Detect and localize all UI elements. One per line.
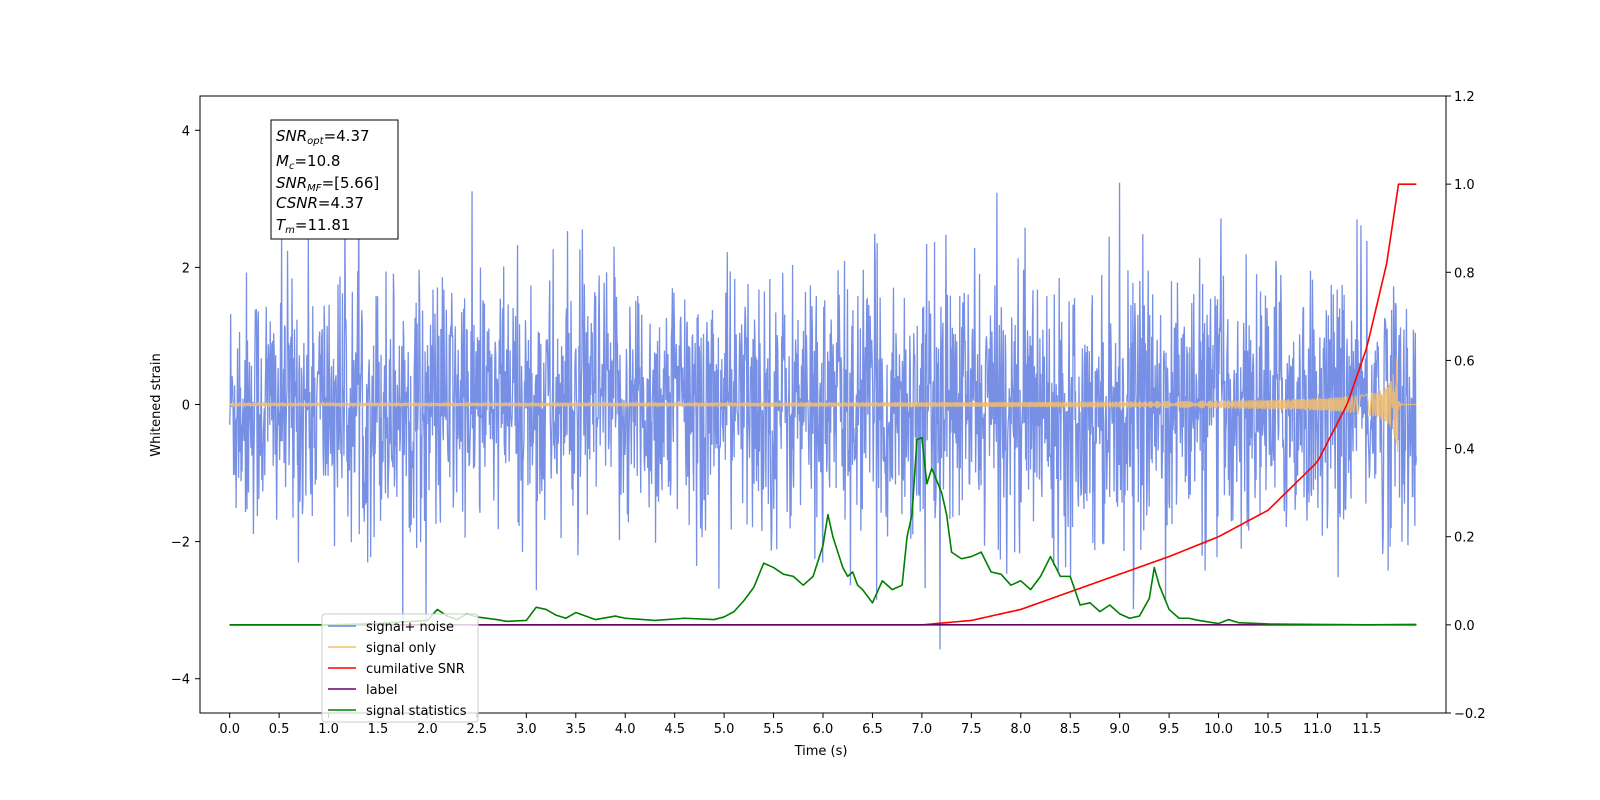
legend-label: signal only [366, 641, 436, 656]
annotation-snr-mf: SNRMF=[5.66] [276, 174, 379, 194]
y-tick-label-right: 0.2 [1454, 531, 1475, 546]
y-tick-label-right: 1.2 [1454, 90, 1475, 105]
x-tick-label: 9.5 [1159, 722, 1180, 737]
y-axis-label: Whitened strain [149, 353, 164, 456]
y-tick-label-right: 0.8 [1454, 266, 1475, 281]
x-tick-label: 4.5 [664, 722, 685, 737]
legend: signal+ noise signal only cumilative SNR la… [321, 613, 479, 723]
x-tick-label: 10.5 [1254, 722, 1283, 737]
x-tick-label: 7.0 [912, 722, 933, 737]
legend-label: label [366, 683, 397, 698]
x-tick-label: 0.5 [269, 722, 290, 737]
y-tick-label-right: 0.6 [1454, 354, 1475, 369]
x-tick-label: 7.5 [961, 722, 982, 737]
annotation-box: SNRopt=4.37 Mc=10.8 SNRMF=[5.66] CSNR=4.… [270, 119, 399, 240]
x-tick-label: 9.0 [1109, 722, 1130, 737]
series-layer [229, 156, 1417, 650]
x-tick-label: 2.0 [417, 722, 438, 737]
y-tick-label-left: 0 [182, 399, 190, 414]
series-signal-statistics [229, 436, 1417, 626]
legend-label: signal statistics [366, 704, 467, 719]
x-tick-label: 8.5 [1060, 722, 1081, 737]
legend-label: cumilative SNR [366, 662, 465, 677]
y-axis-left: 4 2 0 −2 −4 [171, 124, 200, 688]
series-signal-noise [229, 156, 1417, 650]
y-axis-right: 1.2 1.0 0.8 0.6 0.4 0.2 0.0 −0.2 [1446, 90, 1486, 722]
legend-label: signal+ noise [366, 620, 454, 635]
x-tick-label: 3.5 [565, 722, 586, 737]
series-signal-only [229, 357, 1417, 453]
x-tick-label: 2.5 [467, 722, 488, 737]
y-tick-label-right: 0.0 [1454, 619, 1475, 634]
x-axis: 0.0 0.5 1.0 1.5 2.0 2.5 3.0 3.5 4.0 4.5 5.0 5.5 6.0 6… [219, 713, 1381, 737]
annotation-tm: Tm=11.81 [276, 216, 350, 236]
x-tick-label: 11.0 [1303, 722, 1332, 737]
x-tick-label: 6.5 [862, 722, 883, 737]
x-axis-label: Time (s) [794, 744, 848, 759]
y-tick-label-left: −2 [171, 536, 190, 551]
x-tick-label: 10.0 [1204, 722, 1233, 737]
y-tick-label-left: 4 [182, 124, 190, 139]
y-tick-label-right: −0.2 [1454, 707, 1486, 722]
x-tick-label: 3.0 [516, 722, 537, 737]
legend-frame [321, 613, 479, 723]
y-tick-label-right: 1.0 [1454, 178, 1475, 193]
x-tick-label: 1.0 [318, 722, 339, 737]
annotation-mc: Mc=10.8 [276, 152, 340, 172]
x-tick-label: 0.0 [219, 722, 240, 737]
x-tick-label: 8.0 [1010, 722, 1031, 737]
x-tick-label: 5.0 [714, 722, 735, 737]
x-tick-label: 1.5 [368, 722, 389, 737]
x-tick-label: 11.5 [1352, 722, 1381, 737]
y-tick-label-left: −4 [171, 673, 190, 688]
x-tick-label: 5.5 [763, 722, 784, 737]
annotation-snr-opt: SNRopt=4.37 [276, 127, 370, 147]
x-tick-label: 6.0 [813, 722, 834, 737]
annotation-csnr: CSNR=4.37 [276, 194, 364, 212]
y-tick-label-left: 2 [182, 261, 190, 276]
annotation-frame [270, 119, 399, 240]
y-tick-label-right: 0.4 [1454, 443, 1475, 458]
x-tick-label: 4.0 [615, 722, 636, 737]
